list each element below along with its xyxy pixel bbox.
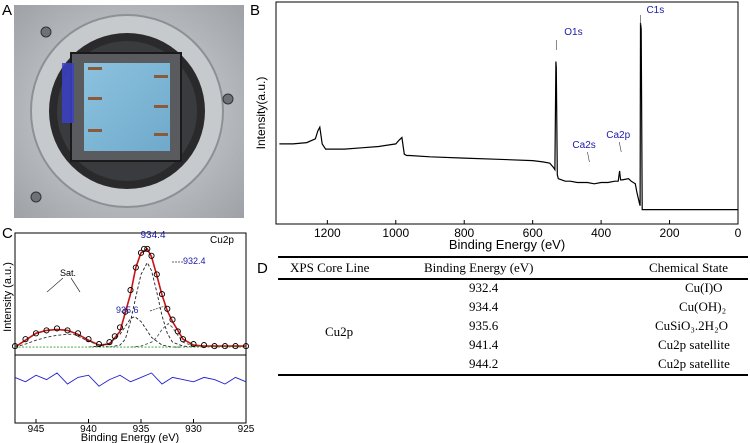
cu2p-raw-point (221, 343, 229, 350)
cu2p-sat-label: Sat. (60, 268, 76, 278)
survey-x-axis-label: Binding Energy (eV) (449, 237, 565, 252)
leader-935-6 (149, 305, 166, 312)
panel-label-a: A (2, 2, 13, 19)
table-row-state: CuSiO₃.2H₂O (655, 318, 728, 333)
cu2p-raw-point (43, 327, 50, 334)
cu2p-component-line (14, 333, 110, 348)
cu2p-component-line (130, 322, 205, 348)
cu2p-raw-point (169, 316, 176, 323)
survey-peak-label: C1s (646, 5, 664, 16)
cu2p-raw-point (116, 324, 124, 331)
cu2p-x-tick-label: 940 (80, 424, 97, 435)
cu2p-raw-point (32, 330, 40, 337)
table-row-state: Cu2p satellite (658, 356, 730, 371)
cu2p-raw-point (190, 341, 197, 348)
cu2p-title: Cu2p (210, 235, 234, 246)
cu2p-x-axis-label: Binding Energy (eV) (81, 432, 179, 443)
cu2p-raw-point (164, 305, 171, 312)
table-bottom-rule (278, 374, 748, 376)
photo-screw-bl (30, 191, 42, 203)
cu2p-y-axis-label: Intensity (a.u.) (2, 262, 14, 332)
table-header-core-line: XPS Core Line (290, 260, 370, 275)
survey-x-tick-label: 1000 (382, 226, 409, 240)
cu2p-peak-label-932-4: 932.4 (183, 256, 206, 266)
survey-y-axis-label: Intensity(a.u.) (254, 77, 268, 150)
cu2p-raw-point (153, 271, 160, 278)
panel-label-b: B (250, 2, 261, 19)
table-row-energy: 944.2 (469, 356, 499, 371)
table-header-binding-energy: Binding Energy (eV) (424, 260, 534, 275)
cu2p-x-tick-label: 935 (133, 424, 150, 435)
cu2p-raw-point (132, 264, 139, 271)
table-row-energy: 932.4 (469, 280, 499, 295)
panel-label-c: C (2, 225, 13, 242)
cu2p-raw-point (179, 336, 187, 343)
cu2p-x-tick-label: 945 (28, 424, 45, 435)
sample-holder-photo (14, 5, 244, 218)
table-group-label: Cu2p (325, 324, 354, 339)
survey-peak-label: O1s (564, 27, 582, 38)
cu2p-peak-label-934-4: 934.4 (140, 230, 165, 241)
cu2p-raw-point (158, 291, 166, 298)
table-row-energy: 934.4 (469, 299, 499, 314)
cu2p-raw-point (85, 336, 92, 343)
survey-x-tick-label: 1200 (314, 226, 341, 240)
cu2p-component-line (88, 316, 183, 348)
cu2p-raw-point (137, 249, 145, 256)
table-row-state: Cu2p satellite (658, 337, 730, 352)
cu2p-x-tick-label: 930 (185, 424, 202, 435)
cu2p-raw-point (106, 339, 113, 346)
table-row-state: Cu(I)O (685, 280, 723, 295)
cu2p-raw-point (122, 308, 129, 315)
photo-screw-br (222, 93, 234, 105)
survey-peak-label: Ca2s (572, 140, 595, 151)
cu2p-raw-point (242, 343, 250, 350)
survey-x-tick-label: 800 (454, 226, 474, 240)
cu2p-raw-point (148, 252, 155, 259)
cu2p-raw-point (74, 330, 82, 337)
cu2p-residual-line (14, 372, 247, 387)
cu2p-raw-point (211, 343, 218, 350)
survey-peak-leader (618, 141, 622, 153)
cu2p-plot-frame (14, 232, 247, 424)
cu2p-raw-point (22, 336, 29, 343)
survey-x-tick-label: 600 (523, 226, 543, 240)
cu2p-raw-point (174, 328, 181, 335)
sat-leader-left (46, 277, 64, 293)
cu2p-raw-point (64, 327, 71, 334)
survey-plot-frame (275, 1, 739, 225)
cu2p-raw-point (95, 341, 103, 348)
table-row-state: Cu(OH)₂ (679, 299, 727, 314)
survey-peak-label: Ca2p (606, 130, 630, 141)
sat-leader-right (70, 277, 81, 293)
cu2p-fit-envelope-line (14, 247, 246, 348)
panel-label-d: D (257, 260, 268, 277)
survey-x-tick-label: 200 (660, 226, 680, 240)
cu2p-raw-point (53, 325, 61, 332)
photo-clips (88, 67, 168, 136)
cu2p-component-line (109, 261, 194, 348)
cu2p-raw-point (11, 343, 19, 350)
cu2p-x-tick-label: 925 (238, 424, 255, 435)
cu2p-raw-point (200, 342, 208, 349)
survey-peak-leader (587, 151, 590, 163)
survey-series-line (279, 22, 738, 211)
cu2p-raw-point (144, 245, 151, 252)
photo-screw-tl (40, 26, 52, 38)
survey-x-tick-label: 400 (591, 226, 611, 240)
cu2p-raw-point (232, 343, 239, 350)
cu2p-raw-point (111, 333, 118, 340)
table-header-chemical-state: Chemical State (649, 260, 729, 275)
table-row-energy: 941.4 (469, 337, 499, 352)
table-mid-rule (278, 278, 748, 280)
survey-x-tick-label: 0 (735, 226, 742, 240)
cu2p-raw-point (141, 245, 148, 252)
table-top-rule (278, 256, 748, 258)
photo-blue-glow (62, 63, 74, 123)
cu2p-peak-label-935-6: 935.6 (116, 305, 139, 315)
cu2p-raw-point (127, 287, 134, 294)
table-row-energy: 935.6 (469, 318, 499, 333)
